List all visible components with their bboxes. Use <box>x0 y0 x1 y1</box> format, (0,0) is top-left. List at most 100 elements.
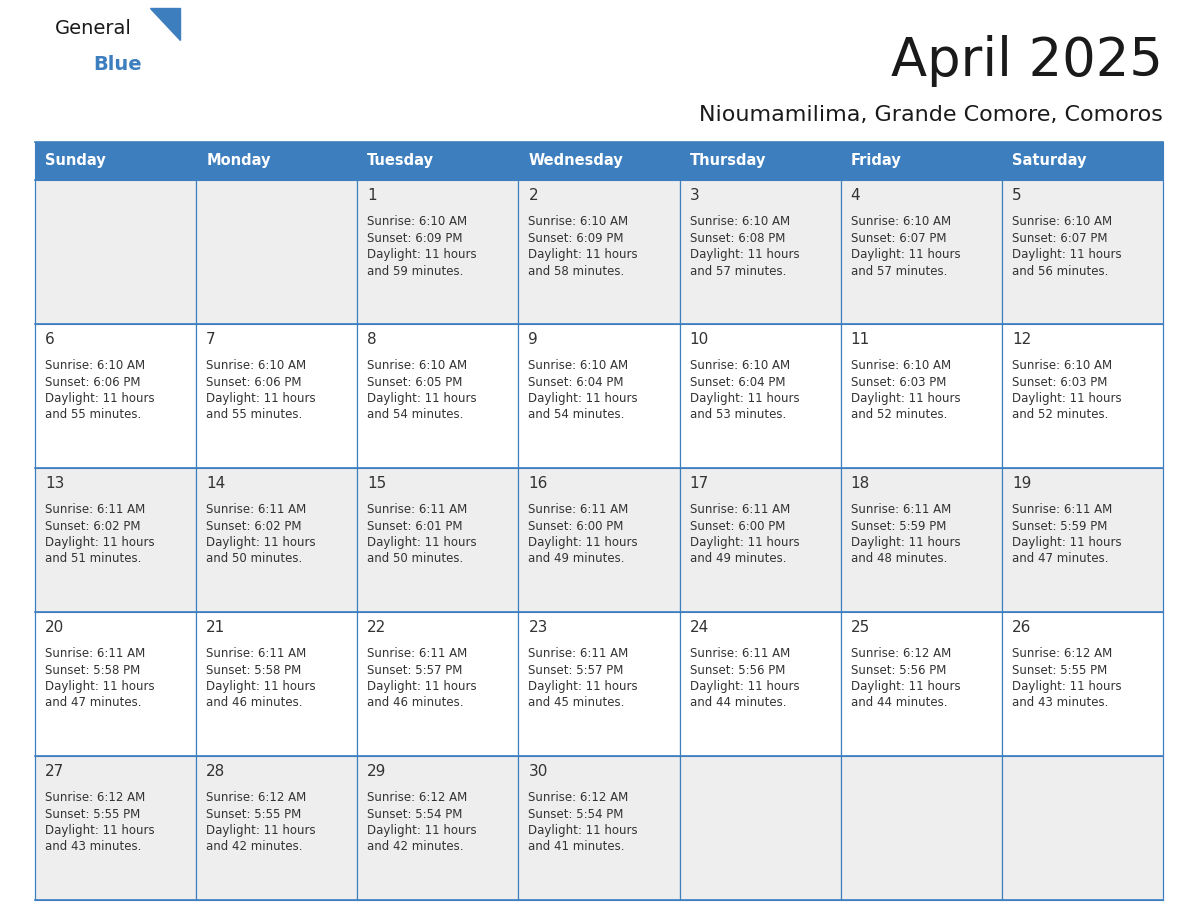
Text: Sunrise: 6:11 AM
Sunset: 6:02 PM
Daylight: 11 hours
and 50 minutes.: Sunrise: 6:11 AM Sunset: 6:02 PM Dayligh… <box>207 503 316 565</box>
Text: Sunrise: 6:10 AM
Sunset: 6:03 PM
Daylight: 11 hours
and 52 minutes.: Sunrise: 6:10 AM Sunset: 6:03 PM Dayligh… <box>851 359 960 421</box>
Bar <box>1001 468 1163 612</box>
Text: Thursday: Thursday <box>689 153 766 169</box>
Text: Sunrise: 6:12 AM
Sunset: 5:56 PM
Daylight: 11 hours
and 44 minutes.: Sunrise: 6:12 AM Sunset: 5:56 PM Dayligh… <box>851 647 960 710</box>
Bar <box>518 324 680 468</box>
Text: Sunrise: 6:11 AM
Sunset: 6:00 PM
Daylight: 11 hours
and 49 minutes.: Sunrise: 6:11 AM Sunset: 6:00 PM Dayligh… <box>529 503 638 565</box>
Text: 14: 14 <box>207 476 226 491</box>
Bar <box>1001 756 1163 900</box>
Text: 16: 16 <box>529 476 548 491</box>
Text: 23: 23 <box>529 620 548 635</box>
Text: Sunrise: 6:11 AM
Sunset: 5:57 PM
Daylight: 11 hours
and 46 minutes.: Sunrise: 6:11 AM Sunset: 5:57 PM Dayligh… <box>367 647 476 710</box>
Text: 30: 30 <box>529 764 548 779</box>
Text: Sunrise: 6:10 AM
Sunset: 6:08 PM
Daylight: 11 hours
and 57 minutes.: Sunrise: 6:10 AM Sunset: 6:08 PM Dayligh… <box>689 215 800 277</box>
Text: 25: 25 <box>851 620 870 635</box>
Bar <box>841 324 1001 468</box>
Bar <box>1001 612 1163 756</box>
Bar <box>518 142 680 180</box>
Bar <box>1001 324 1163 468</box>
Bar <box>196 756 358 900</box>
Text: 13: 13 <box>45 476 64 491</box>
Bar <box>34 180 196 324</box>
Text: 17: 17 <box>689 476 709 491</box>
Text: Saturday: Saturday <box>1012 153 1086 169</box>
Bar <box>34 468 196 612</box>
Text: General: General <box>55 19 132 38</box>
Text: Sunrise: 6:11 AM
Sunset: 5:56 PM
Daylight: 11 hours
and 44 minutes.: Sunrise: 6:11 AM Sunset: 5:56 PM Dayligh… <box>689 647 800 710</box>
Text: 10: 10 <box>689 332 709 347</box>
Text: 4: 4 <box>851 188 860 203</box>
Bar <box>680 756 841 900</box>
Text: Sunday: Sunday <box>45 153 106 169</box>
Bar <box>358 324 518 468</box>
Bar <box>680 142 841 180</box>
Bar <box>680 324 841 468</box>
Text: Sunrise: 6:11 AM
Sunset: 6:00 PM
Daylight: 11 hours
and 49 minutes.: Sunrise: 6:11 AM Sunset: 6:00 PM Dayligh… <box>689 503 800 565</box>
Bar <box>196 324 358 468</box>
Text: Sunrise: 6:11 AM
Sunset: 5:58 PM
Daylight: 11 hours
and 47 minutes.: Sunrise: 6:11 AM Sunset: 5:58 PM Dayligh… <box>45 647 154 710</box>
Bar <box>680 468 841 612</box>
Text: Sunrise: 6:12 AM
Sunset: 5:55 PM
Daylight: 11 hours
and 42 minutes.: Sunrise: 6:12 AM Sunset: 5:55 PM Dayligh… <box>207 791 316 854</box>
Text: 1: 1 <box>367 188 377 203</box>
Text: 27: 27 <box>45 764 64 779</box>
Bar <box>196 142 358 180</box>
Text: Sunrise: 6:10 AM
Sunset: 6:03 PM
Daylight: 11 hours
and 52 minutes.: Sunrise: 6:10 AM Sunset: 6:03 PM Dayligh… <box>1012 359 1121 421</box>
Text: 12: 12 <box>1012 332 1031 347</box>
Bar <box>518 612 680 756</box>
Text: Friday: Friday <box>851 153 902 169</box>
Text: Sunrise: 6:12 AM
Sunset: 5:54 PM
Daylight: 11 hours
and 41 minutes.: Sunrise: 6:12 AM Sunset: 5:54 PM Dayligh… <box>529 791 638 854</box>
Text: April 2025: April 2025 <box>891 35 1163 87</box>
Text: Sunrise: 6:12 AM
Sunset: 5:54 PM
Daylight: 11 hours
and 42 minutes.: Sunrise: 6:12 AM Sunset: 5:54 PM Dayligh… <box>367 791 476 854</box>
Bar <box>358 468 518 612</box>
Text: 7: 7 <box>207 332 216 347</box>
Bar <box>358 142 518 180</box>
Text: Sunrise: 6:10 AM
Sunset: 6:05 PM
Daylight: 11 hours
and 54 minutes.: Sunrise: 6:10 AM Sunset: 6:05 PM Dayligh… <box>367 359 476 421</box>
Bar <box>518 468 680 612</box>
Bar <box>34 756 196 900</box>
Bar <box>34 142 196 180</box>
Bar <box>841 468 1001 612</box>
Text: 8: 8 <box>367 332 377 347</box>
Bar <box>34 612 196 756</box>
Text: 6: 6 <box>45 332 55 347</box>
Polygon shape <box>150 8 181 40</box>
Bar <box>518 180 680 324</box>
Text: 9: 9 <box>529 332 538 347</box>
Text: Nioumamilima, Grande Comore, Comoros: Nioumamilima, Grande Comore, Comoros <box>699 105 1163 125</box>
Text: 22: 22 <box>367 620 386 635</box>
Text: Tuesday: Tuesday <box>367 153 435 169</box>
Text: 26: 26 <box>1012 620 1031 635</box>
Text: Sunrise: 6:11 AM
Sunset: 5:59 PM
Daylight: 11 hours
and 47 minutes.: Sunrise: 6:11 AM Sunset: 5:59 PM Dayligh… <box>1012 503 1121 565</box>
Bar <box>680 612 841 756</box>
Bar <box>841 612 1001 756</box>
Text: Sunrise: 6:12 AM
Sunset: 5:55 PM
Daylight: 11 hours
and 43 minutes.: Sunrise: 6:12 AM Sunset: 5:55 PM Dayligh… <box>45 791 154 854</box>
Bar <box>358 756 518 900</box>
Text: 19: 19 <box>1012 476 1031 491</box>
Text: 3: 3 <box>689 188 700 203</box>
Bar <box>34 324 196 468</box>
Bar <box>196 612 358 756</box>
Text: Wednesday: Wednesday <box>529 153 624 169</box>
Text: Sunrise: 6:10 AM
Sunset: 6:09 PM
Daylight: 11 hours
and 58 minutes.: Sunrise: 6:10 AM Sunset: 6:09 PM Dayligh… <box>529 215 638 277</box>
Text: Sunrise: 6:10 AM
Sunset: 6:09 PM
Daylight: 11 hours
and 59 minutes.: Sunrise: 6:10 AM Sunset: 6:09 PM Dayligh… <box>367 215 476 277</box>
Text: Sunrise: 6:11 AM
Sunset: 6:01 PM
Daylight: 11 hours
and 50 minutes.: Sunrise: 6:11 AM Sunset: 6:01 PM Dayligh… <box>367 503 476 565</box>
Text: Sunrise: 6:10 AM
Sunset: 6:07 PM
Daylight: 11 hours
and 57 minutes.: Sunrise: 6:10 AM Sunset: 6:07 PM Dayligh… <box>851 215 960 277</box>
Bar <box>1001 142 1163 180</box>
Bar <box>196 180 358 324</box>
Text: Sunrise: 6:10 AM
Sunset: 6:06 PM
Daylight: 11 hours
and 55 minutes.: Sunrise: 6:10 AM Sunset: 6:06 PM Dayligh… <box>207 359 316 421</box>
Text: 24: 24 <box>689 620 709 635</box>
Bar <box>358 180 518 324</box>
Bar <box>841 756 1001 900</box>
Text: Sunrise: 6:10 AM
Sunset: 6:04 PM
Daylight: 11 hours
and 54 minutes.: Sunrise: 6:10 AM Sunset: 6:04 PM Dayligh… <box>529 359 638 421</box>
Text: Sunrise: 6:11 AM
Sunset: 6:02 PM
Daylight: 11 hours
and 51 minutes.: Sunrise: 6:11 AM Sunset: 6:02 PM Dayligh… <box>45 503 154 565</box>
Text: 29: 29 <box>367 764 386 779</box>
Text: 11: 11 <box>851 332 870 347</box>
Text: Sunrise: 6:12 AM
Sunset: 5:55 PM
Daylight: 11 hours
and 43 minutes.: Sunrise: 6:12 AM Sunset: 5:55 PM Dayligh… <box>1012 647 1121 710</box>
Bar <box>1001 180 1163 324</box>
Bar <box>518 756 680 900</box>
Text: 15: 15 <box>367 476 386 491</box>
Text: 28: 28 <box>207 764 226 779</box>
Text: Sunrise: 6:11 AM
Sunset: 5:59 PM
Daylight: 11 hours
and 48 minutes.: Sunrise: 6:11 AM Sunset: 5:59 PM Dayligh… <box>851 503 960 565</box>
Text: Sunrise: 6:11 AM
Sunset: 5:57 PM
Daylight: 11 hours
and 45 minutes.: Sunrise: 6:11 AM Sunset: 5:57 PM Dayligh… <box>529 647 638 710</box>
Text: Sunrise: 6:10 AM
Sunset: 6:04 PM
Daylight: 11 hours
and 53 minutes.: Sunrise: 6:10 AM Sunset: 6:04 PM Dayligh… <box>689 359 800 421</box>
Text: Sunrise: 6:10 AM
Sunset: 6:06 PM
Daylight: 11 hours
and 55 minutes.: Sunrise: 6:10 AM Sunset: 6:06 PM Dayligh… <box>45 359 154 421</box>
